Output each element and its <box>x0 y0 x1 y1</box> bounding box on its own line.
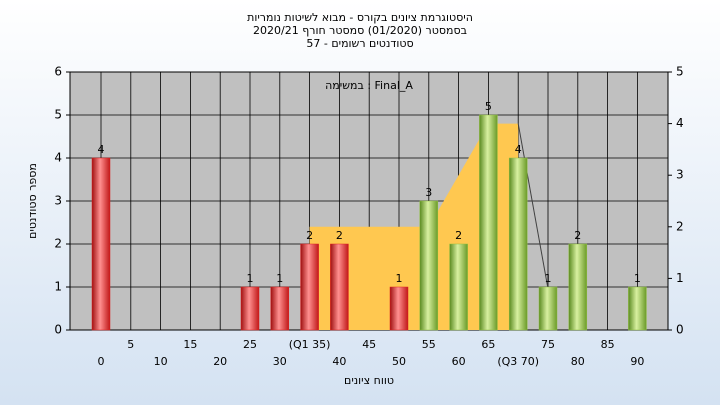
bar <box>419 200 439 331</box>
y-tick-label: 4 <box>54 151 62 165</box>
bar <box>568 243 588 331</box>
value-label: 5 <box>485 100 492 113</box>
bar <box>389 286 409 331</box>
bar <box>538 286 558 331</box>
bar <box>508 157 528 331</box>
value-label: 4 <box>98 143 105 156</box>
line <box>517 123 549 289</box>
chart-subtitle: בסמסטר (01/2020) סמסטר חורף 2020/21 <box>253 24 467 37</box>
y-tick-label: 2 <box>54 237 62 251</box>
value-label: 3 <box>425 186 432 199</box>
bar <box>91 157 111 331</box>
x-axis-label: טווח ציונים <box>344 374 394 387</box>
y-axis-label: מספר סטודנטים <box>26 163 39 239</box>
y-tick-label: 5 <box>54 108 62 122</box>
bar <box>449 243 468 331</box>
y2-tick-label: 2 <box>676 219 684 233</box>
y-tick-label: 6 <box>54 65 62 79</box>
x-tick-label: 30 <box>273 355 287 368</box>
value-label: 2 <box>574 229 581 242</box>
x-tick-label: 5 <box>127 338 134 351</box>
value-label: 1 <box>276 272 283 285</box>
x-tick-label: 80 <box>571 355 585 368</box>
y2-tick-label: 4 <box>676 116 684 130</box>
x-tick-label: 90 <box>630 355 644 368</box>
value-label: 2 <box>306 229 313 242</box>
value-label: 2 <box>455 229 462 242</box>
y2-tick-label: 3 <box>676 168 684 182</box>
value-label: 1 <box>634 272 641 285</box>
x-tick-label: 40 <box>332 355 346 368</box>
x-tick-label: 15 <box>183 338 197 351</box>
bar <box>330 243 349 331</box>
y2-tick-label: 5 <box>676 65 684 79</box>
x-tick-label: 60 <box>452 355 466 368</box>
chart-title: היסטוגרמת ציונים בקורס - מבוא לשיטות נומ… <box>247 11 473 24</box>
x-tick-label: 0 <box>98 355 105 368</box>
bar <box>240 286 260 331</box>
y-tick-label: 1 <box>54 280 62 294</box>
value-label: 2 <box>336 229 343 242</box>
bar <box>300 243 319 331</box>
x-tick-label: 10 <box>154 355 168 368</box>
y-tick-label: 0 <box>54 323 62 337</box>
x-tick-label: (Q1 35) <box>289 338 331 351</box>
value-label: 1 <box>545 272 552 285</box>
x-tick-label: 55 <box>422 338 436 351</box>
x-tick-label: 25 <box>243 338 257 351</box>
x-tick-label: 50 <box>392 355 406 368</box>
y2-tick-label: 1 <box>676 271 684 285</box>
chart-subtitle: סטודנטים רשומים - 57 <box>306 37 413 50</box>
value-label: 4 <box>515 143 522 156</box>
x-tick-label: 45 <box>362 338 376 351</box>
x-tick-label: (Q3 70) <box>497 355 539 368</box>
y-tick-label: 3 <box>54 194 62 208</box>
x-tick-label: 65 <box>481 338 495 351</box>
y2-tick-label: 0 <box>676 323 684 337</box>
x-tick-label: 75 <box>541 338 555 351</box>
bar <box>270 286 290 331</box>
bar <box>479 114 498 331</box>
bar <box>628 286 647 331</box>
value-label: 1 <box>396 272 403 285</box>
x-tick-label: 85 <box>601 338 615 351</box>
x-tick-label: 20 <box>213 355 227 368</box>
value-label: 1 <box>247 272 254 285</box>
